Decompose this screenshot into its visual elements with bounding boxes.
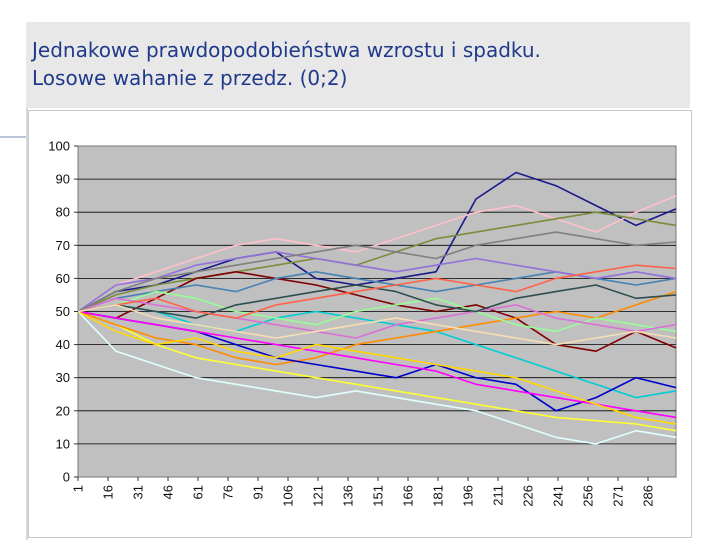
x-tick-label-151: 151 (371, 485, 386, 507)
series-line-3 (77, 211, 677, 313)
x-tick-label-76: 76 (221, 485, 236, 499)
title-band (26, 22, 690, 108)
slide-title: Jednakowe prawdopodobieństwa wzrostu i s… (32, 36, 682, 92)
x-tick-label-136: 136 (341, 485, 356, 507)
y-tick-label-0: 0 (63, 470, 70, 485)
series-line-7 (77, 310, 677, 445)
x-tick-label-271: 271 (611, 485, 626, 507)
y-tick-label-10: 10 (56, 436, 70, 451)
x-tick-label-196: 196 (461, 485, 476, 507)
y-tick-label-80: 80 (56, 205, 70, 220)
series-line-18 (77, 310, 677, 425)
x-tick-label-286: 286 (641, 485, 656, 507)
series-line-19 (77, 304, 677, 346)
x-tick-label-46: 46 (161, 485, 176, 499)
x-tick-label-211: 211 (491, 485, 506, 506)
series-line-11 (77, 290, 677, 333)
x-tick-label-166: 166 (401, 485, 416, 507)
series-line-17 (77, 310, 677, 419)
y-tick-label-100: 100 (48, 139, 70, 154)
x-tick-label-226: 226 (521, 485, 536, 507)
series-line-6 (77, 310, 677, 432)
series-line-12 (77, 297, 677, 339)
slide-title-line1: Jednakowe prawdopodobieństwa wzrostu i s… (32, 38, 541, 62)
series-line-16 (77, 231, 677, 313)
series-lines (77, 171, 677, 445)
y-tick-label-30: 30 (56, 370, 70, 385)
series-line-2 (77, 194, 677, 313)
y-axis: 0 10 20 30 40 50 60 70 80 90 100 (48, 139, 78, 485)
series-line-15 (77, 264, 677, 319)
grid-lines (78, 178, 676, 445)
y-tick-label-70: 70 (56, 238, 70, 253)
x-tick-label-181: 181 (431, 485, 446, 507)
y-tick-label-50: 50 (56, 304, 70, 319)
x-tick-label-241: 241 (551, 485, 566, 507)
x-tick-label-31: 31 (131, 485, 146, 499)
y-tick-label-20: 20 (56, 403, 70, 418)
y-tick-label-60: 60 (56, 271, 70, 286)
x-tick-label-1: 1 (71, 485, 86, 492)
y-tick-label-90: 90 (56, 172, 70, 187)
x-tick-label-121: 121 (311, 485, 326, 507)
y-tick-label-40: 40 (56, 337, 70, 352)
x-axis: 1 16 31 46 61 76 91 106 121 136 151 166 181 196 211 226… (71, 477, 656, 507)
x-tick-label-256: 256 (581, 485, 596, 507)
slide-title-line2: Losowe wahanie z przedz. (0;2) (32, 66, 348, 90)
x-tick-label-16: 16 (101, 485, 116, 499)
x-tick-label-106: 106 (281, 485, 296, 507)
decorative-accent-line (0, 136, 26, 138)
decorative-vertical-line (26, 108, 28, 540)
x-tick-label-91: 91 (251, 485, 266, 499)
x-tick-label-61: 61 (191, 485, 206, 499)
